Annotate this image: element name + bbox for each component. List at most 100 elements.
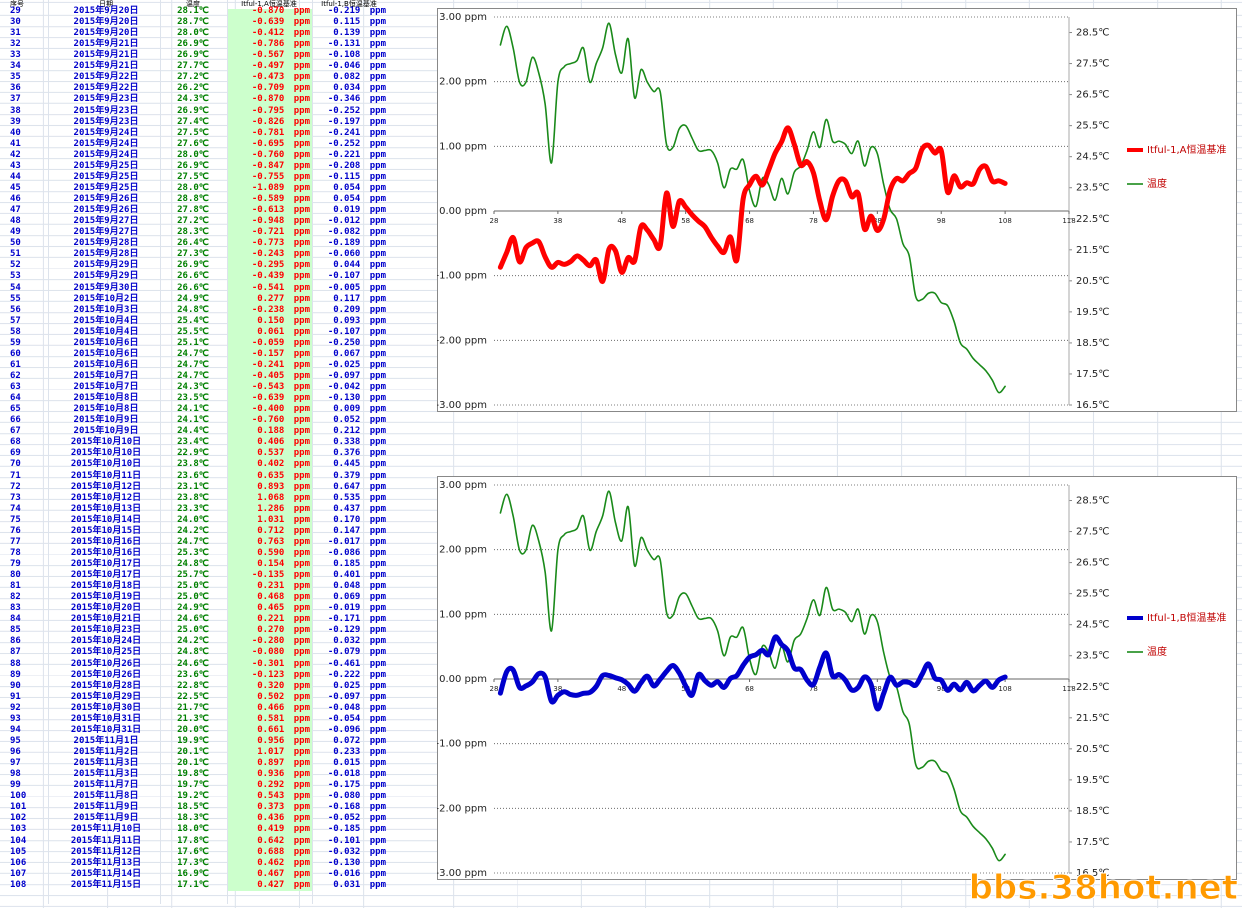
- watermark: bbs.38hot.net: [968, 868, 1238, 908]
- table-cell: 64: [10, 393, 21, 404]
- table-cell: 24.7℃: [177, 536, 209, 547]
- table-cell: 75: [10, 514, 21, 525]
- table-cell: 49: [10, 227, 21, 238]
- table-cell: 2015年11月3日: [73, 758, 139, 769]
- table-cell: 19.9℃: [177, 735, 209, 746]
- table-cell: 21.3℃: [177, 713, 209, 724]
- table-cell: 18.5℃: [177, 802, 209, 813]
- table-cell: 27.4℃: [177, 116, 209, 127]
- table-cell: 0.467 ppm: [257, 868, 310, 879]
- y2-tick-label: 16.5℃: [1076, 868, 1110, 879]
- table-cell: -0.171 ppm: [327, 614, 386, 625]
- table-cell: -0.567 ppm: [251, 50, 310, 61]
- table-cell: -0.543 ppm: [251, 382, 310, 393]
- table-cell: 2015年10月16日: [70, 547, 142, 558]
- table-cell: 20.1℃: [177, 747, 209, 758]
- table-cell: -0.131 ppm: [327, 39, 386, 50]
- table-cell: -0.241 ppm: [251, 359, 310, 370]
- table-cell: 2015年10月8日: [73, 404, 139, 415]
- y-tick-label: 3.00 ppm: [439, 12, 487, 23]
- table-cell: -0.241 ppm: [327, 127, 386, 138]
- table-cell: 24.6℃: [177, 658, 209, 669]
- table-cell: 16.9℃: [177, 868, 209, 879]
- x-tick-label: 48: [617, 217, 626, 225]
- table-cell: 25.5℃: [177, 326, 209, 337]
- table-cell: 20.0℃: [177, 724, 209, 735]
- table-cell: 39: [10, 116, 21, 127]
- y2-tick-label: 18.5℃: [1076, 806, 1110, 817]
- table-cell: -0.405 ppm: [251, 370, 310, 381]
- table-cell: 0.445 ppm: [333, 459, 386, 470]
- table-cell: 104: [10, 835, 27, 846]
- table-cell: 1.031 ppm: [257, 514, 310, 525]
- table-cell: 96: [10, 747, 21, 758]
- table-cell: 0.019 ppm: [333, 205, 386, 216]
- table-cell: 30: [10, 17, 21, 28]
- table-cell: 2015年11月13日: [70, 857, 142, 868]
- x-tick-label: 88: [873, 685, 882, 693]
- y2-tick-label: 23.5℃: [1076, 651, 1110, 662]
- x-tick-label: 88: [873, 217, 882, 225]
- table-cell: 2015年9月22日: [73, 72, 139, 83]
- table-cell: 26.4℃: [177, 238, 209, 249]
- table-cell: 0.535 ppm: [333, 492, 386, 503]
- table-cell: 26.9℃: [177, 260, 209, 271]
- table-cell: -0.086 ppm: [327, 547, 386, 558]
- table-cell: -0.079 ppm: [327, 647, 386, 658]
- table-cell: -0.048 ppm: [327, 702, 386, 713]
- table-cell: -0.208 ppm: [327, 160, 386, 171]
- table-cell: 41: [10, 138, 21, 149]
- table-cell: 24.7℃: [177, 370, 209, 381]
- table-cell: 58: [10, 326, 21, 337]
- table-cell: 69: [10, 448, 21, 459]
- legend-label: 温度: [1147, 645, 1167, 658]
- table-cell: 106: [10, 857, 27, 868]
- table-cell: -0.025 ppm: [327, 359, 386, 370]
- y-tick-label: 3.00 ppm: [439, 480, 487, 491]
- table-cell: -0.412 ppm: [251, 28, 310, 39]
- x-tick-label: 38: [553, 685, 562, 693]
- table-cell: 2015年10月23日: [70, 625, 142, 636]
- table-cell: -0.639 ppm: [251, 17, 310, 28]
- table-cell: 28.7℃: [177, 17, 209, 28]
- table-cell: 103: [10, 824, 27, 835]
- table-cell: 2015年9月26日: [73, 194, 139, 205]
- table-cell: 28.8℃: [177, 194, 209, 205]
- y2-tick-label: 21.5℃: [1076, 245, 1110, 256]
- y2-tick-label: 20.5℃: [1076, 276, 1110, 287]
- table-cell: 60: [10, 348, 21, 359]
- x-tick-label: 28: [490, 685, 499, 693]
- x-tick-label: 98: [937, 685, 946, 693]
- table-cell: 2015年10月10日: [70, 459, 142, 470]
- table-cell: 2015年9月21日: [73, 61, 139, 72]
- table-cell: 2015年10月17日: [70, 570, 142, 581]
- table-cell: 0.466 ppm: [257, 702, 310, 713]
- table-cell: -0.107 ppm: [327, 271, 386, 282]
- table-cell: 2015年10月6日: [73, 359, 139, 370]
- table-cell: 0.581 ppm: [257, 713, 310, 724]
- table-cell: 24.7℃: [177, 348, 209, 359]
- table-cell: 23.5℃: [177, 393, 209, 404]
- table-cell: 2015年11月9日: [73, 802, 139, 813]
- header-cell: Itful-1,B恒温基准: [321, 0, 377, 8]
- x-tick-label: 28: [490, 217, 499, 225]
- table-cell: 1.068 ppm: [257, 492, 310, 503]
- header-cell: 日期: [99, 0, 113, 8]
- table-cell: 2015年10月28日: [70, 680, 142, 691]
- table-cell: 0.292 ppm: [257, 780, 310, 791]
- table-cell: 0.048 ppm: [333, 581, 386, 592]
- table-cell: 2015年10月12日: [70, 481, 142, 492]
- table-cell: 25.1℃: [177, 337, 209, 348]
- table-cell: 0.590 ppm: [257, 547, 310, 558]
- y2-tick-label: 28.5℃: [1076, 28, 1110, 39]
- highlight-column: [228, 9, 312, 891]
- y2-tick-label: 26.5℃: [1076, 90, 1110, 101]
- table-cell: 105: [10, 846, 27, 857]
- table-cell: 22.9℃: [177, 448, 209, 459]
- table-cell: 27.5℃: [177, 171, 209, 182]
- table-cell: 23.8℃: [177, 492, 209, 503]
- table-cell: -0.461 ppm: [327, 658, 386, 669]
- table-cell: 0.015 ppm: [333, 758, 386, 769]
- table-cell: 23.8℃: [177, 459, 209, 470]
- table-cell: 0.436 ppm: [257, 813, 310, 824]
